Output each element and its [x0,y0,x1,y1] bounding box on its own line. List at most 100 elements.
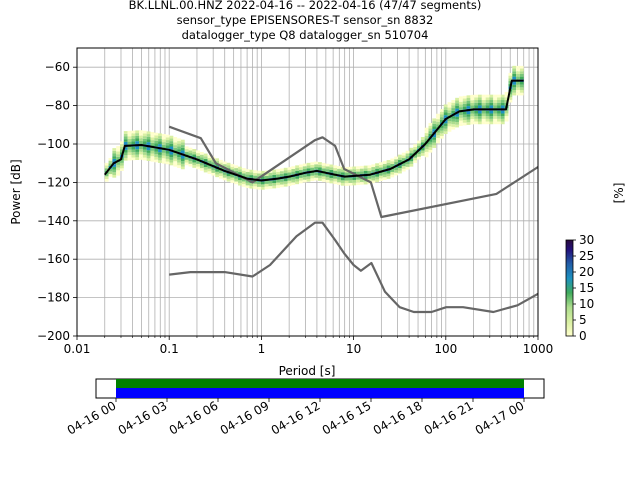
density-cell [230,180,235,183]
density-cell [504,99,509,103]
density-cell [306,168,311,171]
density-cell [443,123,448,126]
density-cell [340,180,345,183]
density-cell [466,119,471,123]
density-cell [253,175,258,179]
density-cell [375,168,379,172]
density-cell [436,119,440,122]
density-cell [173,137,178,140]
density-cell [199,162,204,166]
density-cell [306,165,311,169]
density-cell [508,72,513,76]
density-cell [108,163,113,167]
density-cell [142,152,147,155]
density-cell [489,100,494,103]
colorbar-label: [%] [612,183,626,204]
density-cell [344,183,349,186]
density-cell [356,176,360,180]
density-cell [504,91,509,95]
density-cell [413,149,418,153]
density-cell [112,148,117,151]
density-cell [443,120,448,124]
density-cell [428,149,433,153]
density-cell [474,94,479,98]
density-cell [158,136,162,139]
density-cell [500,100,505,103]
density-cell [165,134,170,138]
mean-psd-curve [104,79,524,182]
x-tick-label: 0.1 [160,342,179,356]
density-cell [413,154,418,158]
timeline-tick-label: 04-16 15 [320,398,374,437]
density-cell [276,174,280,178]
density-cell [199,165,204,169]
density-cell [359,165,364,169]
density-cell [161,139,166,143]
timeline-tick-label: 04-16 06 [167,398,221,437]
density-cell [314,172,319,176]
density-cell [474,118,479,122]
density-cell [466,122,471,125]
density-cell [192,165,197,168]
nlnm-curve [169,221,539,314]
density-cell [428,133,433,137]
density-cell [207,168,212,172]
density-cell [333,167,338,171]
density-cell [279,179,284,182]
density-cell [165,140,170,143]
density-cell [116,170,120,173]
density-cell [458,104,463,108]
density-cell [150,132,155,135]
density-cell [272,169,277,173]
density-cell [443,112,448,116]
density-cell [161,142,166,145]
density-cell [260,187,265,190]
density-cell [116,151,120,155]
title-line-3: datalogger_type Q8 datalogger_sn 510704 [182,28,429,42]
density-cell [146,142,151,145]
density-cell [119,146,124,150]
density-cell [135,133,140,136]
density-cell [443,125,448,129]
density-cell [169,159,174,163]
density-cell [405,161,410,165]
density-cell [382,177,387,180]
plot-frame [76,47,539,337]
density-cell [222,172,227,175]
density-cell [279,168,284,172]
density-cell [424,130,429,134]
density-cell [371,175,376,178]
density-cell [493,113,498,117]
density-cell [245,185,250,189]
density-cell [249,175,254,178]
density-cell [260,184,265,188]
density-cell [481,97,486,101]
density-cell [318,164,322,168]
density-cell [135,151,140,155]
density-cell [398,170,402,174]
density-cell [139,138,143,141]
density-cell [382,163,387,167]
density-cell [439,111,444,115]
density-cell [222,164,227,167]
density-cell [207,155,212,158]
density-cell [230,166,235,170]
density-cell [127,149,132,153]
density-cell [219,176,223,179]
density-cell [436,129,440,133]
density-cell [238,180,242,183]
density-cell [478,121,482,125]
density-cell [424,146,429,150]
density-cell [173,142,178,146]
density-cell [318,167,322,171]
density-cell [146,158,151,161]
density-cell [158,157,162,161]
density-cell [359,171,364,174]
density-cell [207,157,212,161]
density-cell [432,126,437,130]
density-cell [302,163,307,167]
density-cell [291,177,296,180]
density-cell [161,136,166,140]
density-cell [458,112,463,116]
